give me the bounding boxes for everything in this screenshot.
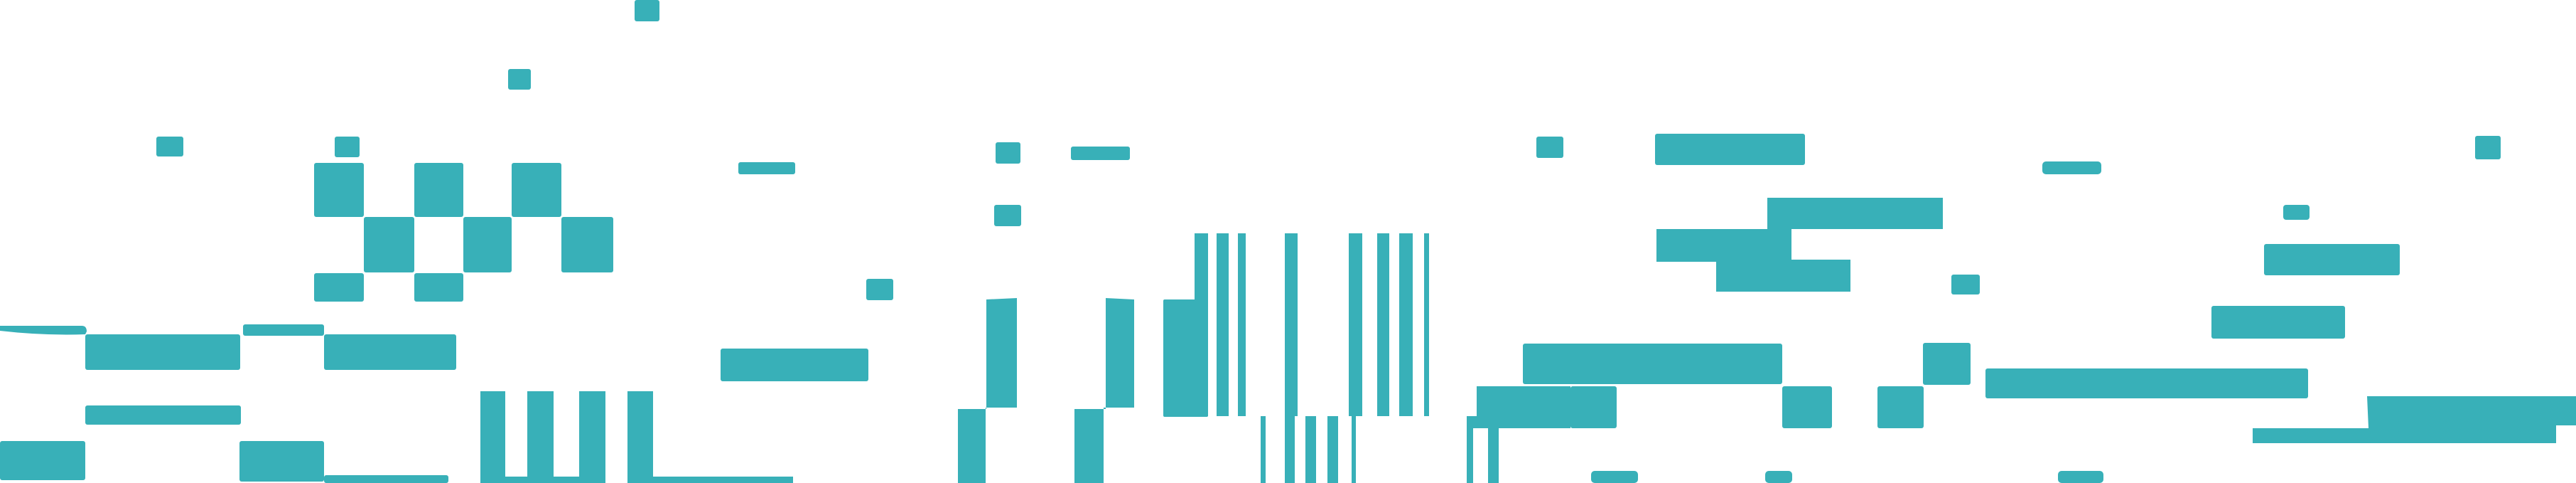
bar-block <box>0 441 85 480</box>
square-block <box>635 0 659 21</box>
bar-block <box>1617 344 1782 384</box>
vertical-line <box>1399 233 1413 416</box>
square-block <box>996 142 1020 164</box>
vertical-line <box>1305 416 1316 483</box>
checker-block <box>314 273 364 302</box>
vertical-line <box>1285 233 1298 416</box>
pill-block <box>2058 471 2103 483</box>
bar-block <box>85 405 241 425</box>
square-block <box>994 205 1021 226</box>
checker-block <box>364 217 414 272</box>
vertical-line <box>1352 416 1356 483</box>
sliver-shape <box>0 326 87 335</box>
checker-block <box>414 163 463 217</box>
vertical-line <box>1327 416 1338 483</box>
bar-block <box>1071 147 1130 160</box>
vertical-line <box>1424 233 1429 416</box>
bar-block <box>738 162 795 174</box>
bracket-shape <box>627 391 793 483</box>
bar-block <box>2042 161 2101 174</box>
bar-block <box>243 324 324 336</box>
checker-block <box>314 163 364 217</box>
vertical-line <box>1261 416 1266 483</box>
square-block <box>508 69 531 90</box>
bar-block <box>721 349 868 381</box>
bar-block <box>1923 343 1971 385</box>
checker-block <box>512 163 561 217</box>
square-block <box>335 137 360 157</box>
vertical-line <box>1195 233 1208 416</box>
square-block <box>2283 205 2310 220</box>
checker-block <box>414 273 463 302</box>
vertical-line <box>1238 233 1246 416</box>
bar-block <box>1782 386 1832 428</box>
checker-block <box>463 217 512 272</box>
vertical-line <box>1285 416 1295 483</box>
vertical-line <box>1377 233 1389 416</box>
step-shape <box>1656 198 1943 292</box>
bar-block <box>324 334 456 370</box>
bar-block <box>1655 134 1805 165</box>
bar-block <box>85 334 240 370</box>
pill-block <box>1591 471 1638 483</box>
square-block <box>156 137 183 156</box>
step-shape <box>958 298 1017 483</box>
square-block <box>1536 137 1563 158</box>
checker-block <box>561 217 613 272</box>
bar-block <box>324 475 448 483</box>
step-shape <box>2253 396 2576 443</box>
step-shape <box>1467 386 1570 483</box>
bar-block <box>2264 244 2400 275</box>
square-block <box>866 279 893 300</box>
bar-block <box>1570 386 1617 428</box>
vertical-line <box>1217 233 1229 416</box>
step-shape <box>1074 298 1134 483</box>
bar-block <box>1877 386 1924 428</box>
pill-block <box>1765 471 1792 483</box>
bracket-shape <box>480 391 605 483</box>
bar-block <box>1985 368 2308 398</box>
vertical-line <box>1349 233 1362 416</box>
bar-block <box>239 441 324 482</box>
square-block <box>2475 136 2501 159</box>
square-block <box>1951 275 1980 294</box>
bar-block <box>2211 306 2345 339</box>
